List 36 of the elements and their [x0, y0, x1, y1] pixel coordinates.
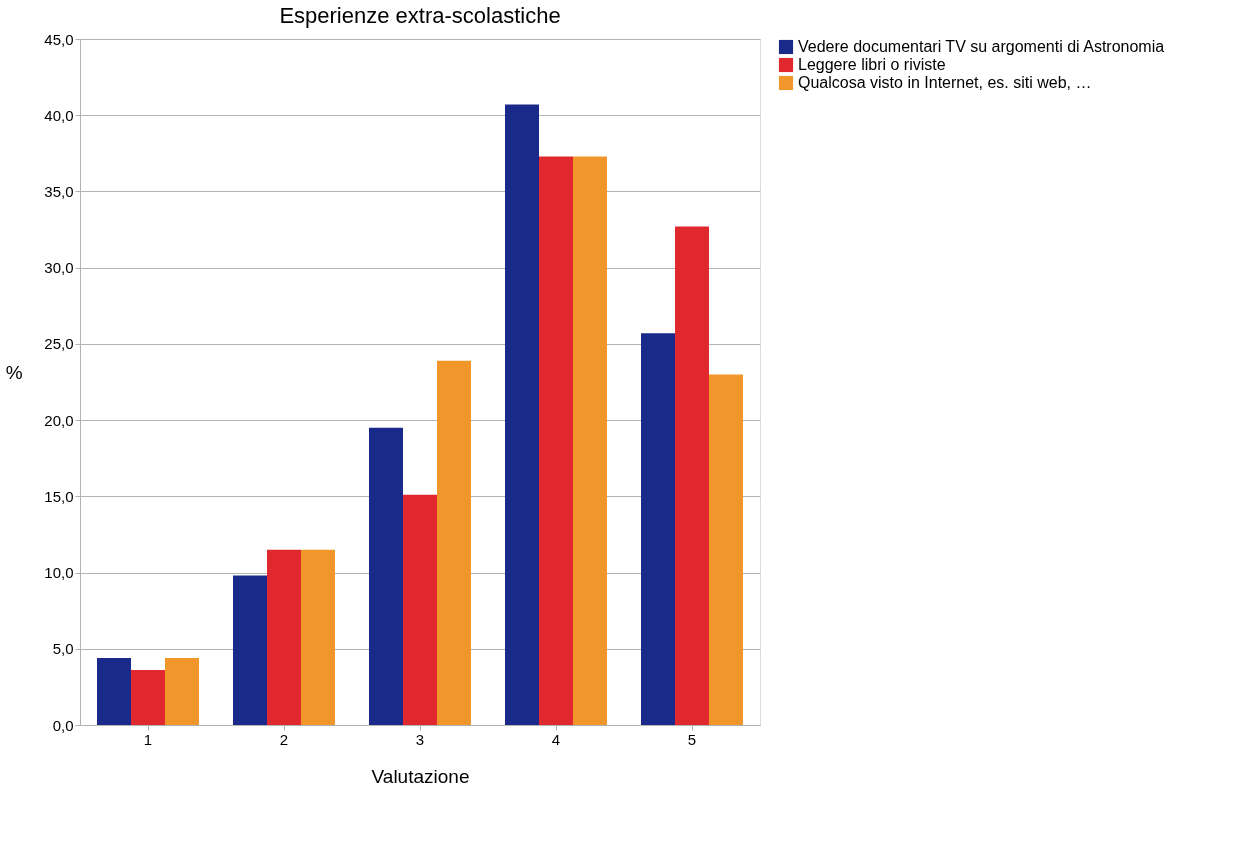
- x-tick-label: 5: [687, 730, 697, 748]
- bar: [165, 657, 199, 725]
- bar: [573, 156, 607, 725]
- y-tick-label: 0,0: [52, 716, 74, 734]
- bar: [709, 374, 743, 725]
- legend-label: Leggere libri o riviste: [798, 56, 946, 73]
- chart-title: Esperienze extra-scolastiche: [279, 3, 561, 28]
- bar: [131, 670, 165, 725]
- bar: [437, 360, 471, 725]
- y-tick-label: 5,0: [52, 640, 74, 658]
- x-tick-label: 1: [143, 730, 153, 748]
- bar: [301, 549, 335, 725]
- bar: [505, 104, 539, 725]
- bar: [539, 156, 573, 725]
- bar: [233, 575, 267, 725]
- bar: [403, 494, 437, 725]
- x-tick-label: 4: [551, 730, 561, 748]
- y-tick-label: 20,0: [44, 411, 74, 429]
- y-tick-label: 25,0: [44, 335, 74, 353]
- y-tick-label: 30,0: [44, 259, 74, 277]
- legend-label: Qualcosa visto in Internet, es. siti web, …: [798, 74, 1092, 91]
- y-tick-label: 45,0: [44, 30, 74, 48]
- x-tick-label: 3: [415, 730, 425, 748]
- bar: [369, 427, 403, 725]
- y-tick-label: 15,0: [44, 487, 74, 505]
- y-tick-label: 40,0: [44, 106, 74, 124]
- x-tick-label: 2: [279, 730, 289, 748]
- legend-label: Vedere documentari TV su argomenti di Astronomia: [798, 38, 1165, 55]
- y-tick-label: 10,0: [44, 564, 74, 582]
- bar: [97, 657, 131, 725]
- x-axis-title: Valutazione: [371, 765, 470, 787]
- bar: [641, 333, 675, 725]
- y-tick-label: 35,0: [44, 182, 74, 200]
- y-axis-title: %: [5, 361, 23, 383]
- bar: [675, 226, 709, 725]
- bar: [267, 549, 301, 725]
